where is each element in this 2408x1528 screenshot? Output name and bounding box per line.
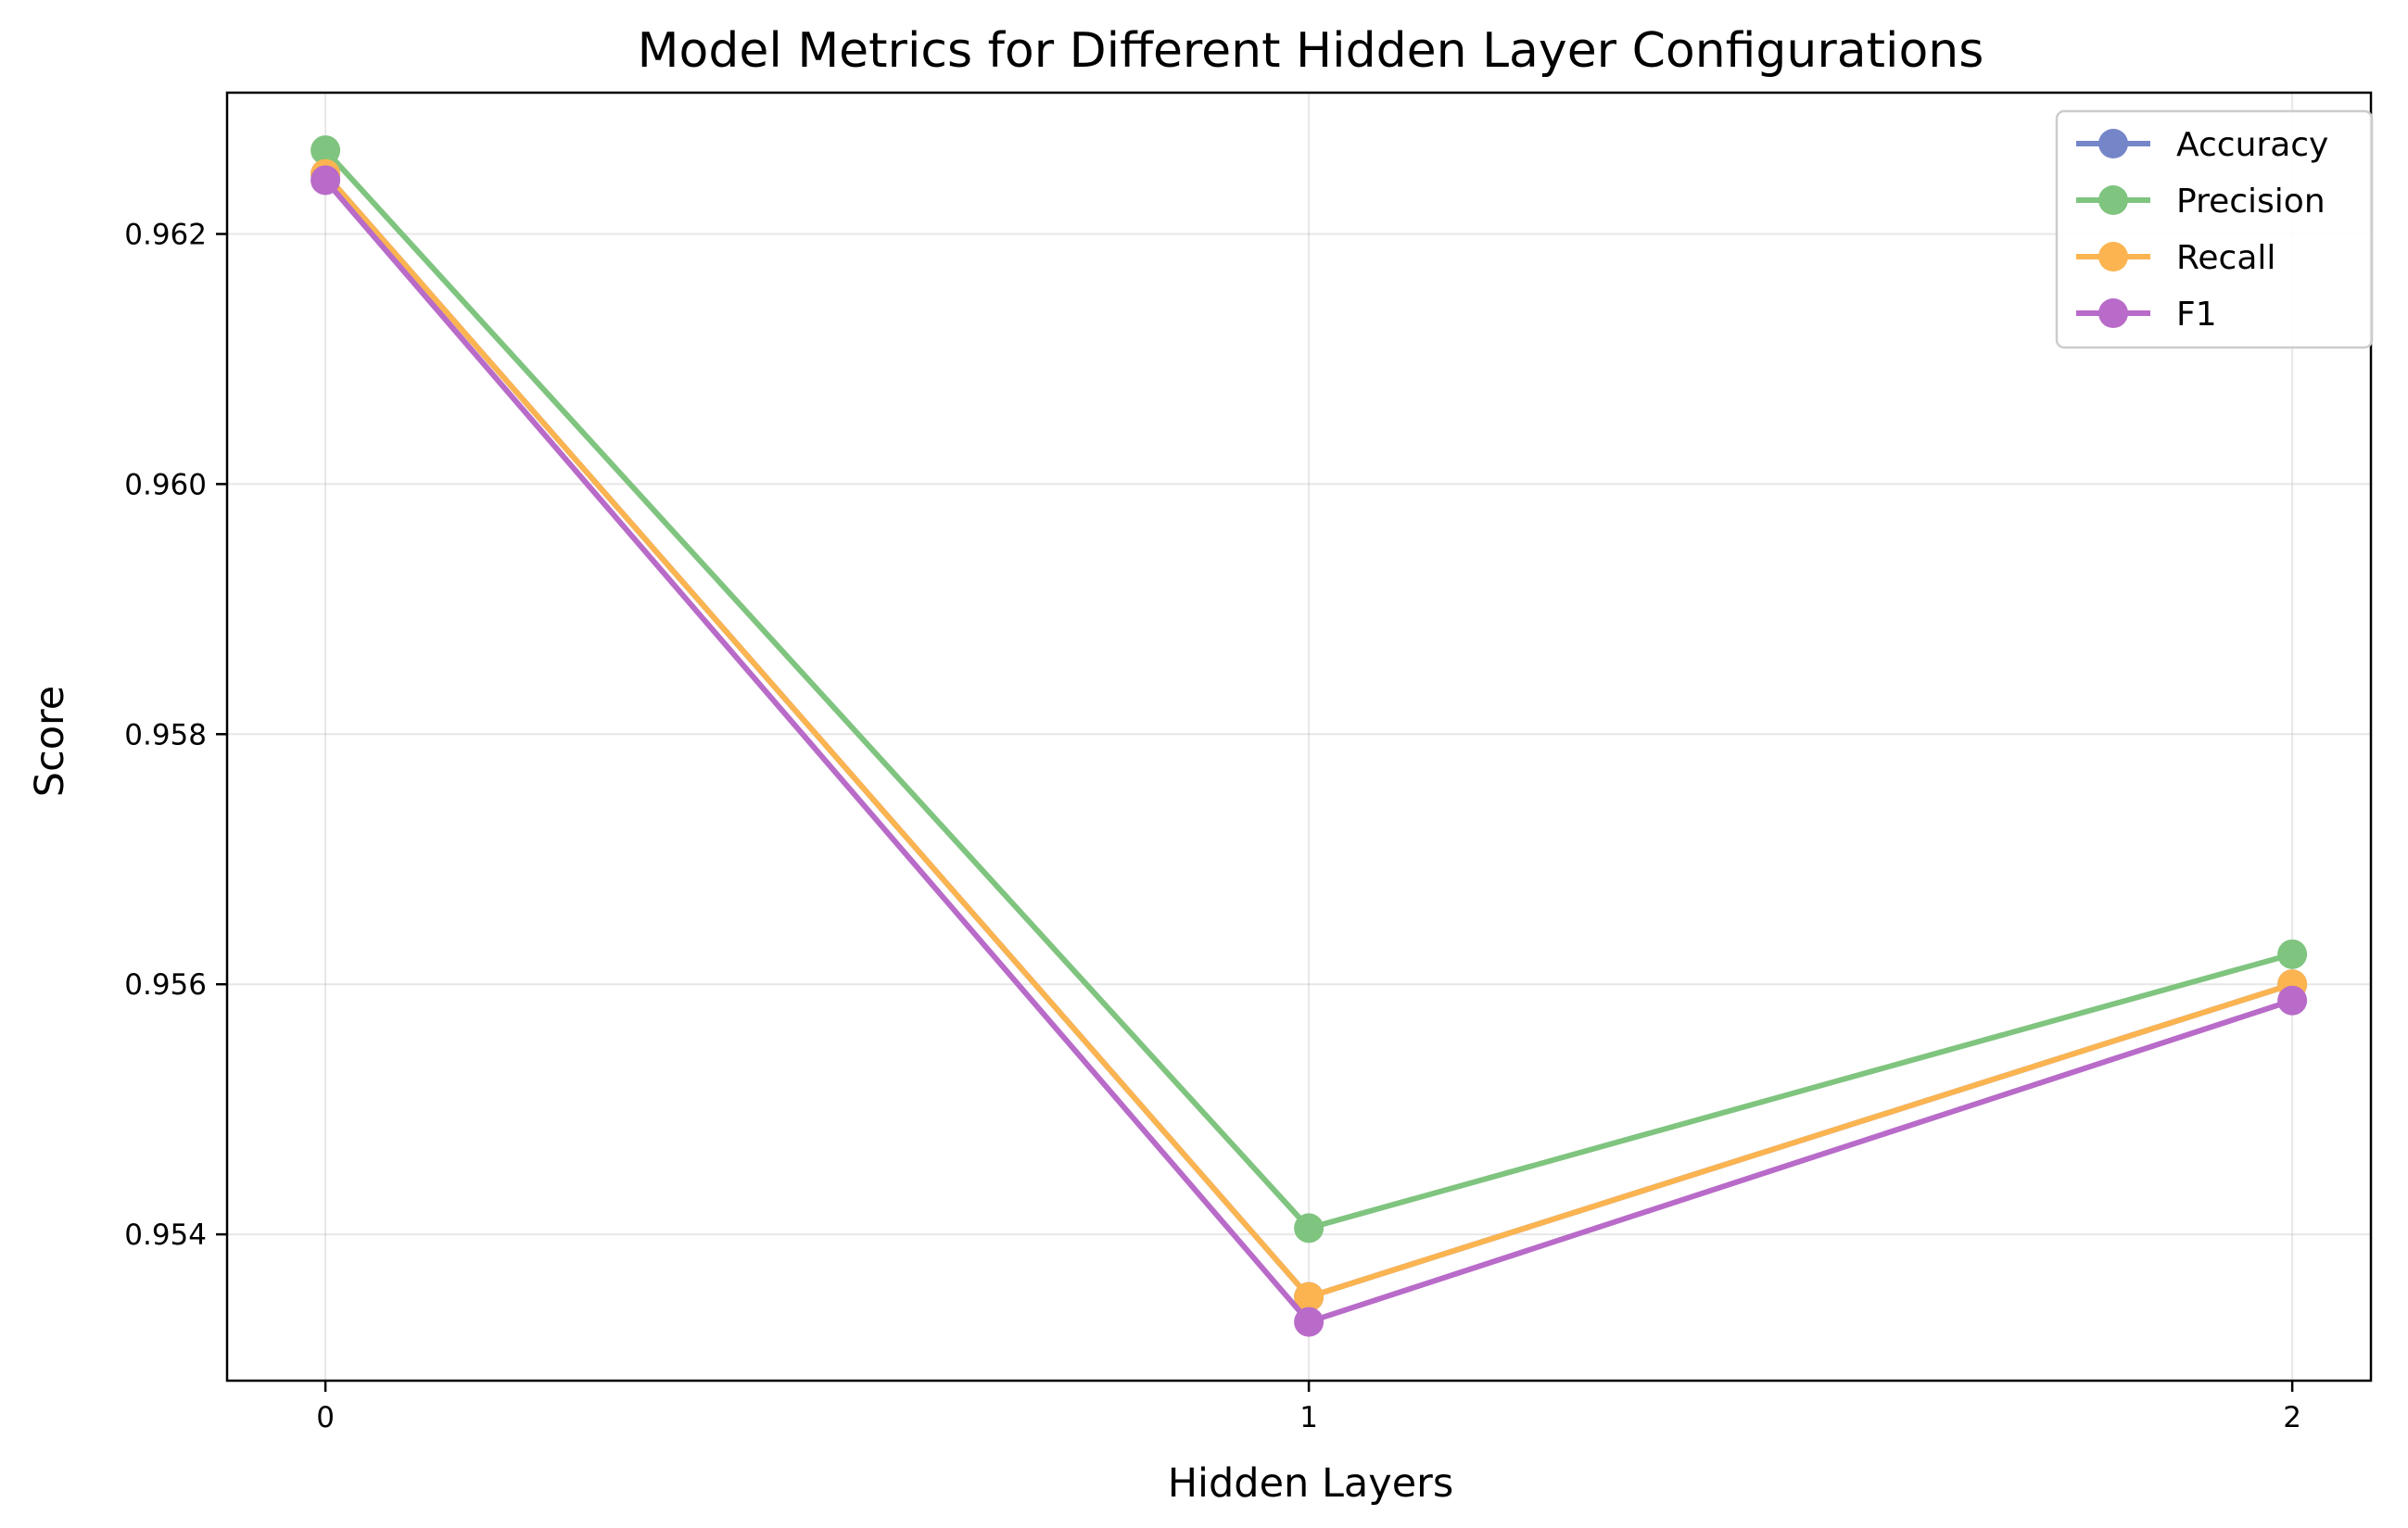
x-tick-label: 2 [2283, 1401, 2301, 1434]
x-axis-title: Hidden Layers [1168, 1460, 1454, 1507]
legend-label-accuracy: Accuracy [2176, 126, 2328, 164]
series-group [311, 135, 2308, 1337]
legend-label-f1: F1 [2176, 296, 2217, 334]
data-point-f1 [311, 165, 341, 196]
data-point-f1 [2277, 985, 2308, 1016]
plot-frame [225, 91, 2373, 1383]
data-point-precision [311, 135, 341, 166]
y-tick-label: 0.962 [124, 218, 207, 251]
legend: Accuracy Precision Recall F1 [2055, 109, 2374, 349]
axis-ticks: 0.954 0.956 0.958 0.960 0.962 0 1 2 [124, 218, 2301, 1434]
legend-label-recall: Recall [2176, 239, 2275, 277]
y-tick-label: 0.958 [124, 718, 207, 751]
legend-marker-recall [2098, 242, 2128, 272]
legend-marker-precision [2098, 185, 2128, 215]
data-point-f1 [1294, 1307, 1324, 1337]
y-tick-label: 0.956 [124, 968, 207, 1002]
legend-marker-f1 [2098, 298, 2128, 328]
chart-title: Model Metrics for Different Hidden Layer… [638, 23, 1984, 79]
data-point-precision [2277, 939, 2308, 969]
legend-label-precision: Precision [2176, 183, 2326, 221]
y-tick-label: 0.960 [124, 468, 207, 501]
data-point-recall [1294, 1282, 1324, 1312]
legend-box [2055, 109, 2374, 349]
x-tick-label: 0 [316, 1401, 335, 1434]
legend-marker-accuracy [2098, 129, 2128, 158]
x-tick-label: 1 [1299, 1401, 1318, 1434]
y-axis-title: Score [27, 686, 73, 797]
y-tick-label: 0.954 [124, 1219, 207, 1252]
data-point-precision [1294, 1213, 1324, 1244]
